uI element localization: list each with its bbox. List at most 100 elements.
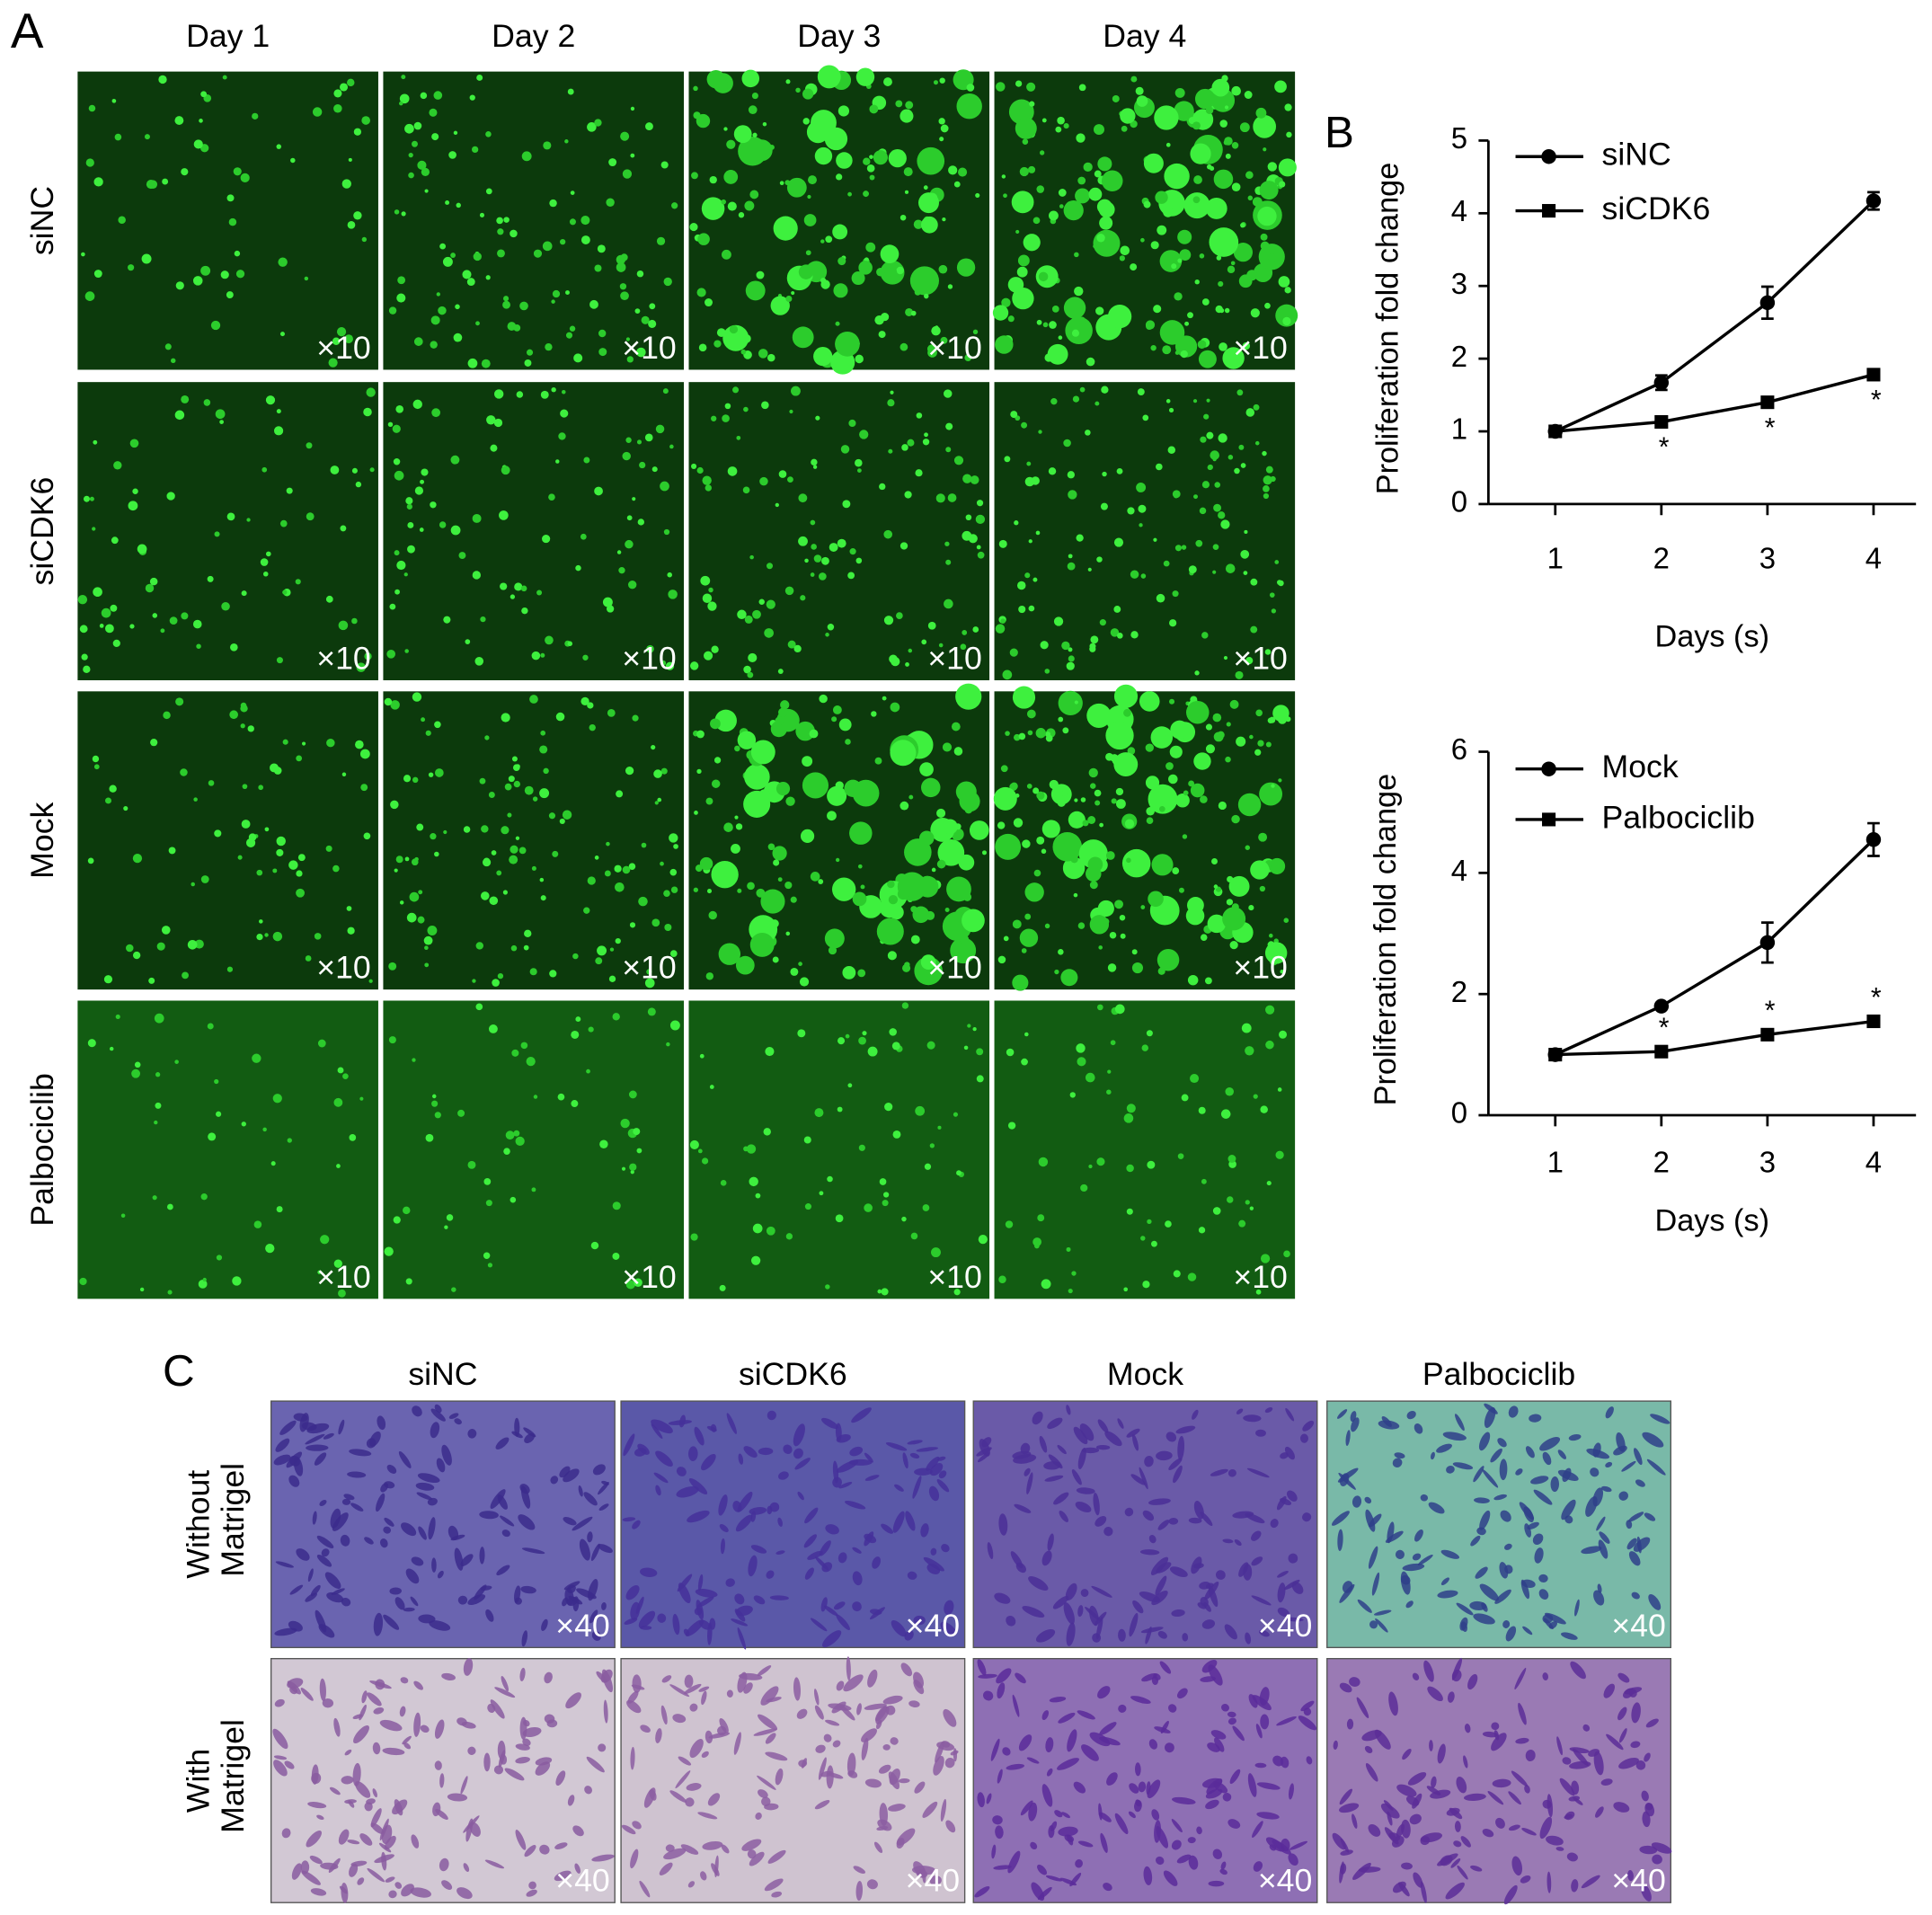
cell [767, 843, 775, 851]
cell [708, 587, 713, 593]
cell [339, 83, 349, 92]
cell [454, 1418, 462, 1425]
cell [766, 1570, 775, 1579]
cell [888, 448, 893, 454]
cell [317, 1039, 326, 1048]
cell [490, 1699, 505, 1719]
cell [1107, 304, 1132, 329]
cell [554, 1870, 572, 1882]
cell [1237, 793, 1262, 817]
cell [129, 624, 135, 629]
cell [913, 1615, 926, 1626]
cell [202, 1277, 207, 1282]
cell [1245, 657, 1254, 665]
cell [1277, 1583, 1286, 1603]
cell [1114, 1004, 1125, 1015]
cell [361, 1690, 368, 1704]
cell [1193, 175, 1202, 184]
cell [1069, 1872, 1082, 1887]
cell [1192, 121, 1201, 130]
cell [1111, 798, 1117, 804]
cell [513, 780, 520, 788]
cell [1267, 162, 1278, 172]
cell [930, 349, 936, 354]
cell [1140, 905, 1146, 909]
magnification: ×10 [622, 640, 676, 676]
cell [1269, 857, 1286, 874]
cell [587, 876, 596, 885]
magnification: ×40 [906, 1863, 960, 1899]
cell [412, 399, 422, 410]
cell [630, 153, 635, 158]
cell [372, 1742, 381, 1755]
cell [975, 514, 986, 525]
cell [1210, 450, 1219, 460]
cell [395, 404, 404, 413]
cell [1023, 234, 1041, 252]
cell [328, 358, 338, 368]
cell [1058, 949, 1064, 955]
cell [804, 558, 809, 563]
cell [1170, 720, 1190, 740]
cell [394, 550, 400, 556]
cell [953, 456, 964, 465]
cell [655, 1450, 673, 1467]
cell [347, 78, 355, 87]
cell [791, 291, 795, 296]
cell [1010, 1551, 1024, 1569]
column-label: siCDK6 [739, 1356, 847, 1392]
cell [634, 1278, 643, 1288]
cell [572, 1596, 580, 1612]
cell [1095, 1444, 1111, 1450]
cell [1617, 1672, 1630, 1683]
cell [410, 1596, 419, 1607]
cell [882, 1744, 891, 1751]
cell [317, 1270, 322, 1274]
cell [489, 896, 499, 906]
cell [1475, 1566, 1488, 1579]
cell [618, 567, 625, 574]
cell [1491, 1733, 1507, 1751]
cell [1571, 1780, 1580, 1795]
cell [541, 1618, 548, 1631]
cell [784, 586, 794, 596]
cell [493, 1765, 504, 1775]
cell [948, 165, 958, 175]
marker [1653, 375, 1670, 391]
cell [467, 1160, 476, 1169]
cell [288, 1620, 303, 1632]
cell [1073, 892, 1078, 898]
cell [446, 1214, 454, 1221]
magnification: ×10 [927, 640, 981, 676]
cell [815, 1744, 826, 1753]
cell [1200, 1597, 1209, 1607]
cell [320, 1862, 339, 1870]
cell [200, 1193, 208, 1201]
cell [614, 864, 622, 873]
cell [1260, 1105, 1268, 1113]
cell [453, 130, 458, 136]
cell [1214, 482, 1221, 488]
cell [726, 1413, 737, 1434]
cell [1263, 147, 1267, 152]
cell [955, 781, 977, 802]
cell [439, 521, 447, 528]
micrograph-background [383, 71, 685, 370]
cell [1139, 523, 1143, 528]
cell [645, 122, 653, 131]
cell [274, 1627, 297, 1636]
cell [915, 1105, 926, 1116]
cell [368, 979, 373, 983]
cell [1059, 1511, 1068, 1522]
cell [439, 1857, 449, 1872]
cell [132, 488, 138, 494]
cell [836, 173, 843, 181]
cell [735, 823, 743, 830]
cell [156, 942, 165, 951]
cell [1500, 1510, 1511, 1522]
cell [1570, 1661, 1586, 1680]
cell [1058, 189, 1067, 197]
cell [1080, 1589, 1089, 1598]
cell [174, 116, 184, 125]
cell [370, 1808, 382, 1828]
